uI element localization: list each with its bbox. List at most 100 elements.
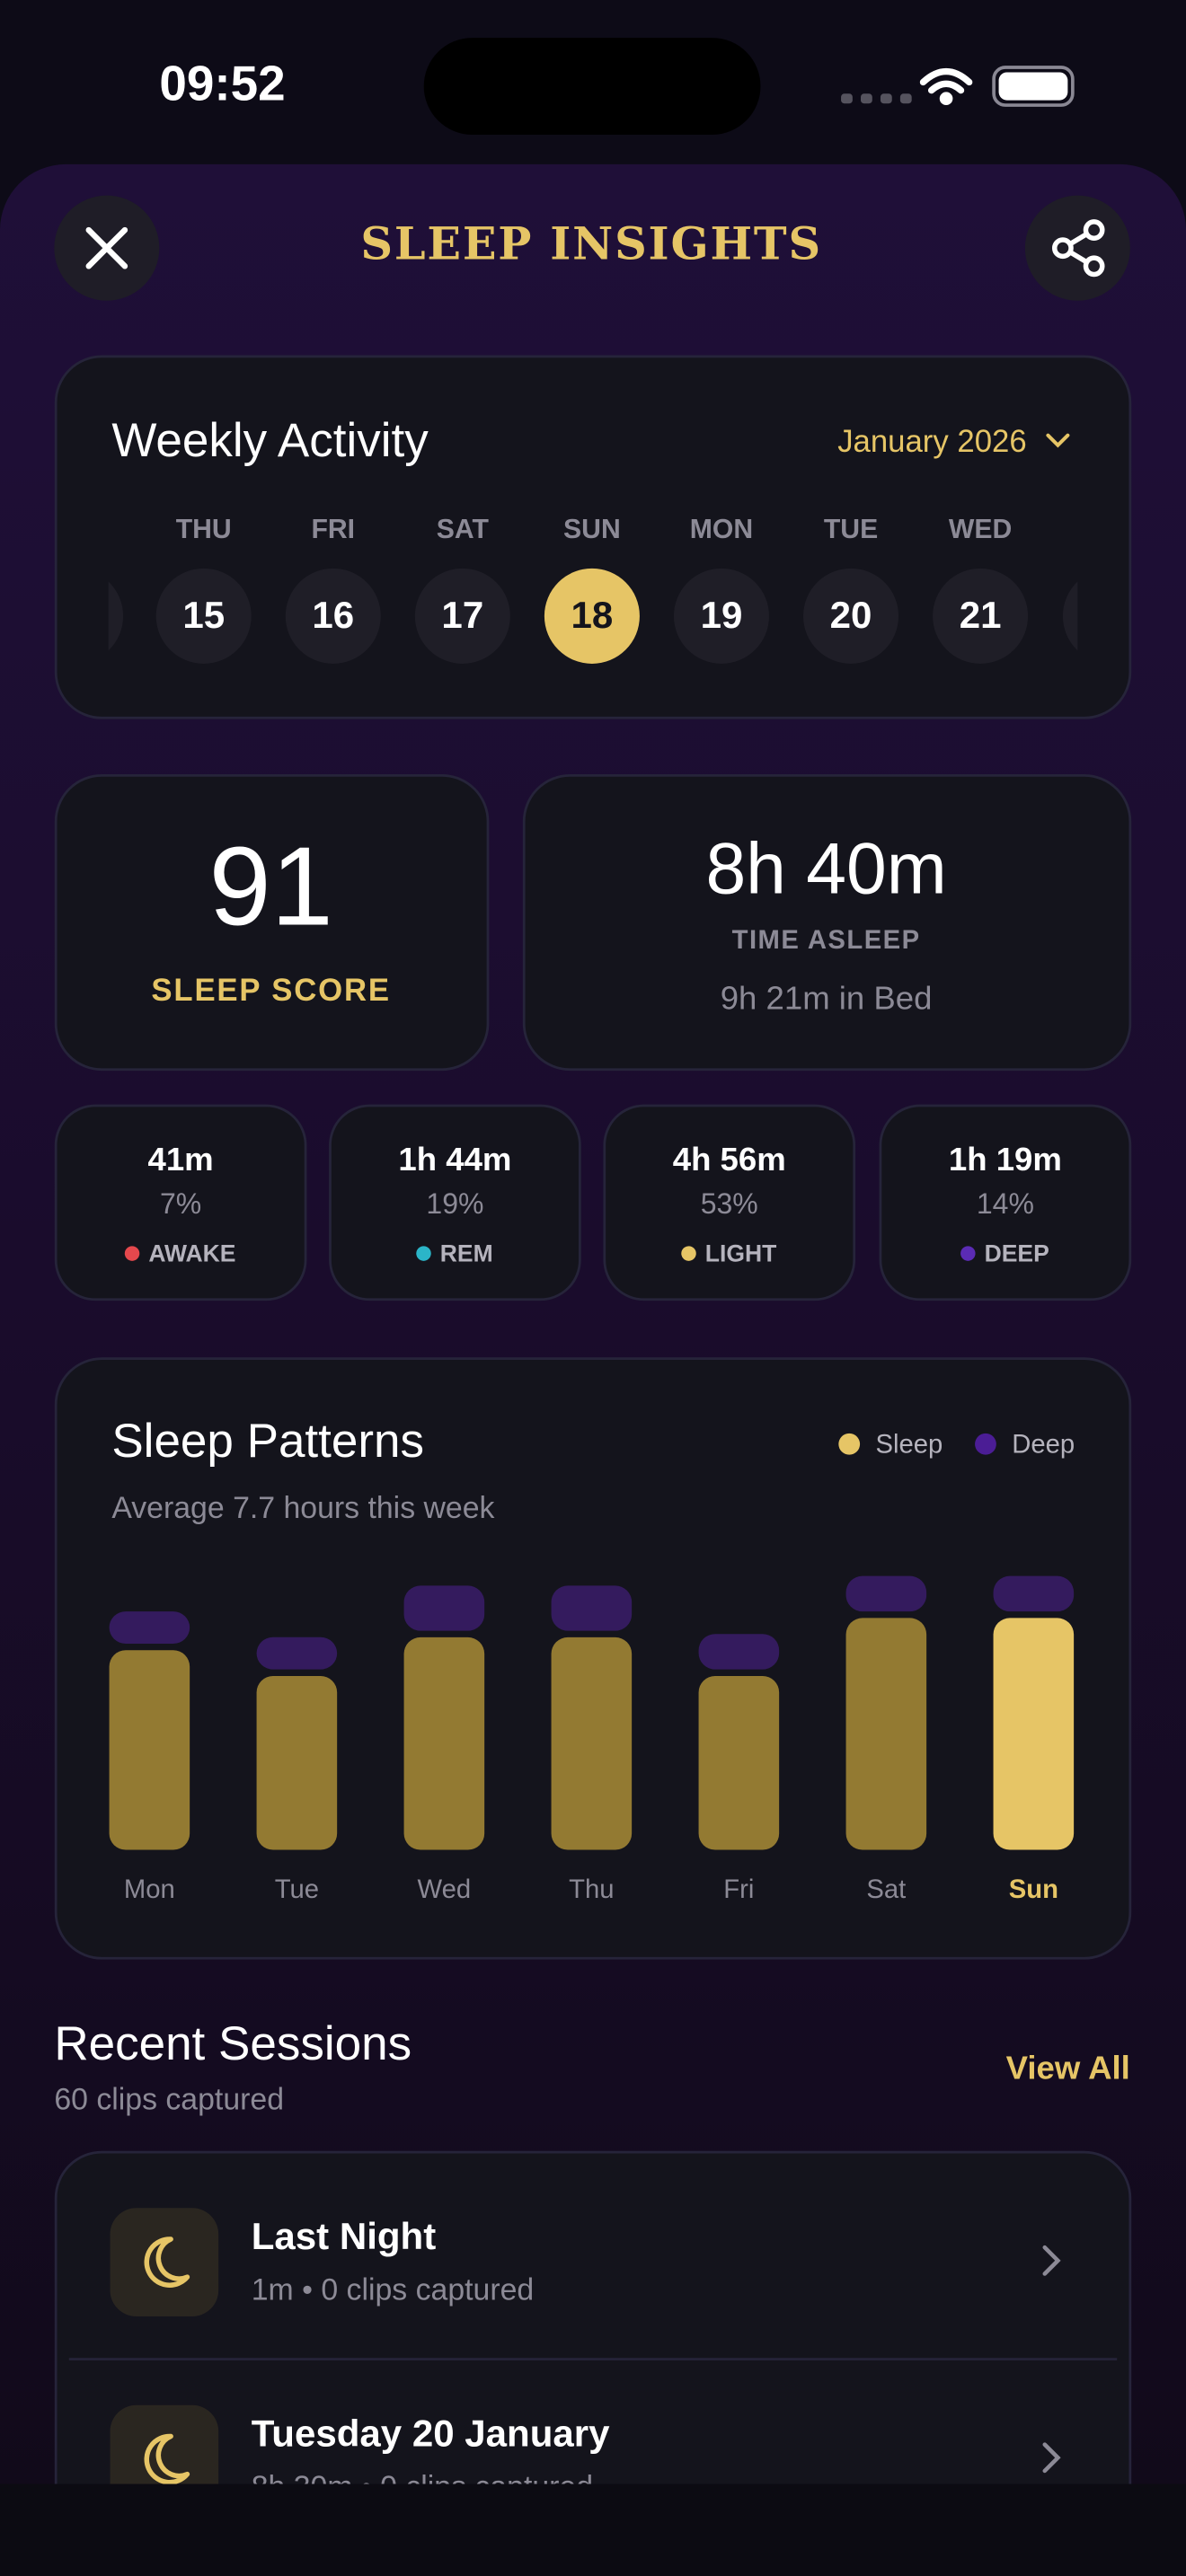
weekly-title: Weekly Activity	[111, 414, 429, 467]
sleep-bar	[256, 1675, 338, 1850]
x-label: Thu	[569, 1875, 614, 1904]
session-title: Last Night	[252, 2215, 437, 2257]
stage-dot	[416, 1246, 431, 1261]
moon-icon	[144, 2236, 190, 2288]
stage-dot	[960, 1246, 976, 1261]
day-circle[interactable]	[285, 568, 381, 664]
sessions-card	[54, 2150, 1132, 2484]
day-number[interactable]: 21	[960, 594, 1002, 636]
deep-bar	[993, 1575, 1075, 1612]
weekday: TUE	[824, 515, 878, 544]
day-number[interactable]: 15	[182, 594, 225, 636]
chevron	[1042, 2442, 1061, 2474]
session-detail: 8h 30m • 0 clips captured	[252, 2470, 593, 2504]
weekday: SAT	[437, 515, 490, 544]
x-label: Sat	[866, 1875, 906, 1904]
deep-bar	[845, 1575, 927, 1612]
month-chevron[interactable]	[1046, 433, 1070, 448]
session-row[interactable]: Last Night 1m • 0 clips captured	[110, 2208, 1061, 2317]
session-icon-bg	[110, 2208, 219, 2317]
wifi-icon	[919, 67, 973, 106]
stage-label: LIGHT	[705, 1239, 776, 1266]
deep-bar	[551, 1585, 633, 1631]
deep-bar	[256, 1636, 338, 1670]
stage-dot	[681, 1246, 696, 1261]
header-title: SLEEP INSIGHTS	[360, 218, 821, 270]
stage-duration: 1h 44m	[398, 1141, 511, 1178]
stage-dot	[124, 1246, 140, 1261]
sleep-bar	[993, 1618, 1075, 1850]
stage-label: REM	[440, 1239, 493, 1266]
day-number[interactable]: 19	[701, 594, 743, 636]
x-label: Wed	[418, 1875, 472, 1904]
stage-duration: 1h 19m	[949, 1141, 1062, 1178]
time-asleep: 8h 40m	[705, 828, 946, 909]
x-label: Sun	[1009, 1875, 1058, 1904]
asleep-card	[522, 773, 1132, 1072]
session-detail: 1m • 0 clips captured	[252, 2273, 534, 2307]
day-circle[interactable]	[155, 568, 252, 664]
week-edge-days	[108, 581, 1078, 651]
stage-duration: 41m	[148, 1141, 214, 1178]
stage-percent: 7%	[160, 1187, 201, 1220]
weekday: THU	[176, 515, 232, 544]
day-number[interactable]: 17	[441, 594, 483, 636]
close-button[interactable]	[54, 195, 160, 301]
deep-bar	[698, 1634, 780, 1670]
legend-label: Sleep	[875, 1430, 943, 1459]
sessions-subtitle: 60 clips captured	[54, 2082, 284, 2116]
patterns-chart: Sleep Deep Mon Tue Wed Thu Fri Sat Sun	[109, 1430, 1075, 1904]
legend-label: Deep	[1012, 1430, 1075, 1459]
stage-label: DEEP	[985, 1239, 1049, 1266]
signal-icon	[841, 93, 912, 104]
patterns-subtitle: Average 7.7 hours this week	[111, 1491, 494, 1525]
stage-cards: 41m 7% AWAKE 1h 44m 19% REM 4h 56m 53% LIGHT 1h 1…	[54, 1104, 1132, 1301]
legend-dot	[975, 1433, 996, 1455]
share-button[interactable]	[1024, 195, 1130, 301]
session-items: Last Night 1m • 0 clips captured Tuesday 2…	[110, 2208, 1061, 2514]
time-asleep-label: TIME ASLEEP	[732, 926, 921, 955]
bottom-bar	[0, 2483, 1186, 2576]
legend-dot	[838, 1433, 861, 1455]
day-circle[interactable]	[414, 568, 510, 664]
stage-label: AWAKE	[148, 1239, 235, 1266]
weekday: MON	[690, 515, 753, 544]
chevron	[1042, 2245, 1061, 2276]
x-label: Tue	[275, 1875, 319, 1904]
sleep-score: 91	[209, 825, 333, 949]
session-title: Tuesday 20 January	[252, 2413, 610, 2455]
stage-percent: 14%	[977, 1187, 1034, 1220]
stage-card	[329, 1104, 581, 1301]
deep-bar	[109, 1611, 190, 1644]
day-circle[interactable]	[933, 568, 1029, 664]
day-circle[interactable]	[673, 568, 769, 664]
day-number[interactable]: 16	[312, 594, 354, 636]
weekday: FRI	[311, 515, 355, 544]
patterns-title: Sleep Patterns	[111, 1415, 424, 1468]
stage-card	[879, 1104, 1132, 1301]
sessions-title: Recent Sessions	[54, 2017, 412, 2070]
sleep-bar	[403, 1636, 485, 1850]
x-label: Fri	[723, 1875, 754, 1904]
dynamic-island	[423, 38, 761, 135]
day-number[interactable]: 18	[571, 594, 614, 636]
session-row[interactable]: Tuesday 20 January 8h 30m • 0 clips captu…	[110, 2404, 1061, 2514]
day-number[interactable]: 20	[830, 594, 872, 636]
stage-percent: 19%	[426, 1187, 483, 1220]
x-label: Mon	[124, 1875, 175, 1904]
stage-percent: 53%	[701, 1187, 758, 1220]
score-card	[54, 773, 490, 1072]
sleep-bar	[698, 1675, 780, 1850]
stage-card	[603, 1104, 856, 1301]
month-picker[interactable]: January 2026	[837, 425, 1026, 459]
in-bed: 9h 21m in Bed	[721, 980, 933, 1017]
view-all[interactable]: View All	[1006, 2049, 1130, 2086]
sleep-bar	[109, 1650, 190, 1850]
status-time: 09:52	[159, 55, 285, 110]
day-circle[interactable]	[803, 568, 899, 664]
day-circle[interactable]	[544, 568, 640, 664]
moon-icon	[144, 2433, 190, 2484]
weekday: WED	[949, 515, 1012, 544]
